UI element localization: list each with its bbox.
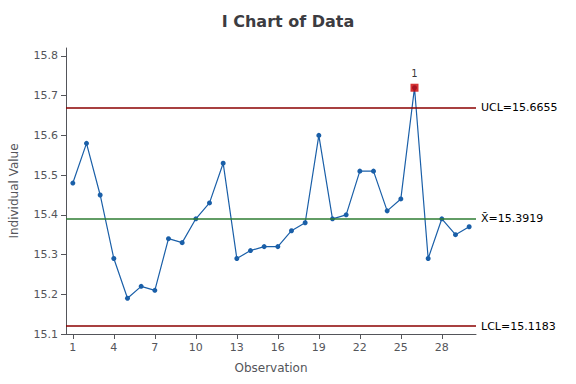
svg-text:15.5: 15.5: [34, 169, 59, 182]
svg-text:19: 19: [312, 341, 326, 354]
svg-text:22: 22: [353, 341, 367, 354]
svg-text:15.2: 15.2: [34, 288, 59, 301]
svg-text:Observation: Observation: [234, 361, 307, 375]
svg-text:UCL=15.6655: UCL=15.6655: [481, 101, 558, 114]
svg-text:I Chart of Data: I Chart of Data: [222, 12, 355, 31]
svg-text:10: 10: [189, 341, 203, 354]
svg-text:15.8: 15.8: [34, 49, 59, 62]
svg-text:15.1: 15.1: [34, 328, 59, 341]
svg-text:28: 28: [435, 341, 449, 354]
svg-text:7: 7: [151, 341, 158, 354]
svg-text:15.6: 15.6: [34, 129, 59, 142]
svg-text:4: 4: [110, 341, 117, 354]
svg-text:16: 16: [271, 341, 285, 354]
svg-text:LCL=15.1183: LCL=15.1183: [481, 320, 556, 333]
svg-text:15.3: 15.3: [34, 248, 59, 261]
svg-text:Individual Value: Individual Value: [7, 143, 21, 238]
svg-text:15.4: 15.4: [34, 208, 59, 221]
svg-text:X̄=15.3919: X̄=15.3919: [481, 212, 543, 225]
svg-text:1: 1: [411, 68, 417, 79]
svg-text:1: 1: [69, 341, 76, 354]
svg-text:15.7: 15.7: [34, 89, 59, 102]
svg-text:25: 25: [394, 341, 408, 354]
svg-text:13: 13: [230, 341, 244, 354]
